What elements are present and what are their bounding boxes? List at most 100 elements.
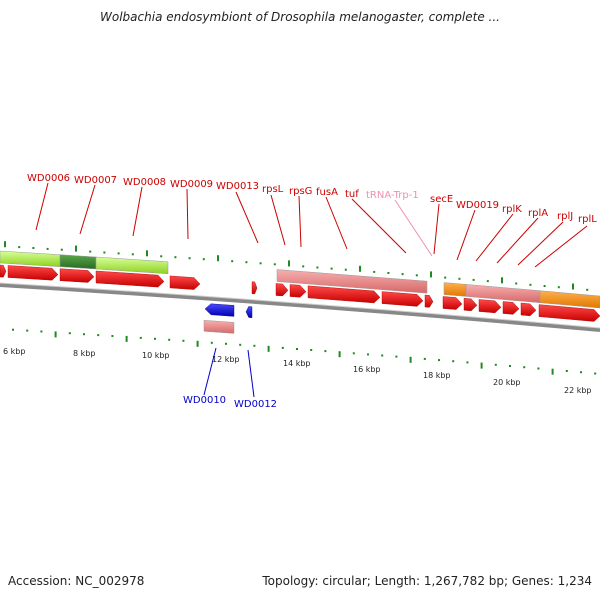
scale-tick [395,355,398,358]
scale-tick [452,360,455,363]
scale-tick [111,335,114,337]
scale-tick [401,273,404,276]
gene-label-wd0006[interactable]: WD0006 [27,173,70,231]
scale-tick [338,351,341,358]
reverse-gene-labels: WD0010 WD0012 [183,347,277,410]
scale-label: 20 kbp [493,378,521,387]
gene-arrow-forward [463,298,478,312]
gene-label-text: tRNA-Trp-1 [366,190,419,201]
scale-tick [537,367,540,370]
scale-tick [359,265,361,272]
gene-label-wd0012[interactable]: WD0012 [234,349,277,410]
feature-bar [276,269,428,294]
scale-tick [409,356,412,363]
gene-label-wd0019[interactable]: WD0019 [456,200,499,261]
scale-tick [267,345,270,352]
scale-tick [494,363,497,366]
topology-text: Topology: circular; Length: 1,267,782 bp… [262,574,592,588]
scale-tick [458,277,461,280]
gene-label-rpsg[interactable]: rpsG [289,186,312,248]
scale-ticks-bottom [12,328,597,375]
scale-tick [245,261,248,264]
gene-arrow-forward [0,264,7,278]
gene-label-text: WD0006 [27,173,70,184]
scale-tick [316,266,319,269]
gene-label-rpla[interactable]: rplA [496,208,548,264]
scale-tick [373,270,376,273]
gene-label-trna-trp-1[interactable]: tRNA-Trp-1 [366,190,433,257]
gene-arrow-forward [502,301,520,315]
gene-label-text: rplJ [557,211,573,222]
scale-tick [486,280,489,283]
scale-tick [509,365,511,367]
genome-backbone [0,283,600,332]
scale-labels: 6 kbp 8 kbp 10 kbp 12 kbp 14 kbp 16 kbp … [3,347,592,395]
scale-tick [125,335,128,342]
gene-label-rplj[interactable]: rplJ [517,211,573,266]
scale-tick [302,265,305,268]
gene-label-tuf[interactable]: tuf [345,189,407,254]
gene-arrow-forward [520,302,537,317]
scale-tick [296,348,298,350]
scale-tick [217,255,219,262]
gene-arrow-forward [95,270,165,288]
scale-label: 18 kbp [423,371,451,380]
feature-bars [0,250,600,309]
scale-tick [529,283,532,286]
gene-label-text: rplK [502,204,522,215]
scale-tick [32,247,35,249]
scale-tick [4,241,6,248]
scale-tick [253,344,256,347]
gene-arrow-forward [442,296,463,310]
scale-tick [423,357,426,360]
gene-arrow-forward [424,294,434,308]
gene-label-text: rpsL [262,184,284,195]
gene-arrow-forward [478,299,502,314]
gene-arrow-forward [169,275,201,290]
scale-tick [586,288,589,291]
gene-label-wd0008[interactable]: WD0008 [123,177,166,237]
gene-label-text: WD0008 [123,177,166,188]
gene-arrow-forward [381,291,424,307]
gene-label-rpsl[interactable]: rpsL [262,184,286,246]
reverse-genes [203,303,253,334]
gene-label-text: secE [430,194,453,205]
map-title: Wolbachia endosymbiont of Drosophila mel… [100,10,500,24]
gene-arrow-reverse [204,303,235,317]
accession-text: Accession: NC_002978 [8,574,145,588]
feature-bar [443,282,467,297]
gene-label-wd0010[interactable]: WD0010 [183,347,226,406]
scale-tick [75,245,77,252]
scale-tick [310,349,313,351]
scale-tick [174,256,177,259]
feature-bar [0,250,61,267]
gene-label-fusa[interactable]: fusA [316,187,348,250]
scale-label: 16 kbp [353,365,381,374]
scale-tick [89,250,92,253]
scale-tick [367,353,369,356]
scale-tick [40,330,43,333]
scale-tick [83,333,85,336]
gene-arrow-forward [251,281,258,295]
scale-tick [259,262,262,265]
scale-tick [139,336,142,339]
feature-bar-reverse [203,320,235,334]
scale-tick [202,258,205,261]
scale-tick [168,338,171,341]
gene-label-sece[interactable]: secE [430,194,453,255]
gene-arrow-forward [59,268,95,283]
gene-label-rplk[interactable]: rplK [475,204,522,262]
scale-tick [12,328,14,331]
gene-label-rpll[interactable]: rplL [534,214,597,268]
scale-label: 14 kbp [283,359,311,368]
gene-label-text: tuf [345,189,359,200]
gene-label-wd0013[interactable]: WD0013 [216,181,259,244]
scale-tick [572,283,574,290]
gene-label-text: WD0013 [216,181,259,192]
scale-tick [239,343,242,346]
scale-tick [46,247,49,250]
gene-label-wd0007[interactable]: WD0007 [74,175,117,235]
gene-label-wd0009[interactable]: WD0009 [170,179,213,240]
scale-tick [281,346,284,349]
